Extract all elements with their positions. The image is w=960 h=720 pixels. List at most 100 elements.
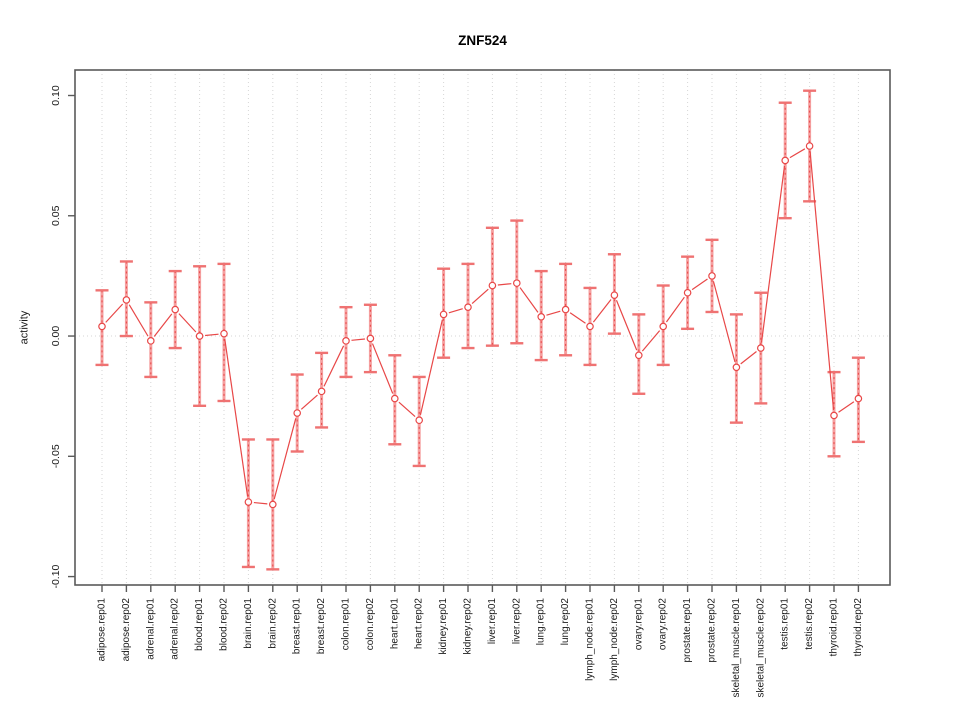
series-segment [615,300,638,351]
data-point [171,305,180,314]
data-point [512,279,521,287]
x-tick-label: colon.rep02 [365,598,376,651]
x-tick-label: heart.rep01 [389,598,400,650]
x-tick-label: ovary.rep02 [658,598,669,651]
series-segment [471,288,489,304]
x-tick-label: thyroid.rep01 [829,598,840,657]
chart-title: ZNF524 [458,33,507,48]
x-tick-label: liver.rep02 [511,598,522,645]
series-segment [691,278,708,291]
series-segment [419,319,443,416]
data-point [317,387,326,396]
series-segment [128,304,149,337]
x-tick-label: heart.rep02 [414,598,425,650]
series-segment [448,308,463,314]
x-tick-label: prostate.rep02 [707,598,718,663]
series-segment [224,338,249,497]
data-point [805,142,814,150]
series-segment [398,401,416,418]
series-segment [178,313,197,333]
series-segment [153,313,173,337]
x-tick-label: ovary.rep01 [633,598,644,651]
data-point [537,312,546,321]
data-point [464,303,472,311]
data-point [220,329,228,338]
x-tick-label: breast.rep02 [316,598,327,655]
data-point [98,322,106,331]
series-segment [740,351,757,365]
x-tick-label: adrenal.rep01 [145,598,156,660]
data-point [195,332,204,340]
x-tick-label: blood.rep01 [194,598,205,651]
x-tick-label: lung.rep01 [536,598,547,646]
series-segment [546,310,561,316]
data-point [439,310,448,319]
data-point [415,416,424,425]
series-segment [665,296,685,323]
x-tick-label: thyroid.rep02 [853,598,864,657]
x-tick-label: liver.rep01 [487,598,498,645]
x-tick-label: lung.rep02 [560,598,571,646]
series-segment [205,333,219,337]
series-segment [519,287,539,313]
series-segment [323,345,345,387]
y-tick-label: 0.05 [50,205,62,226]
data-point [732,363,741,372]
x-tick-label: skeletal_muscle.rep01 [731,598,742,698]
series-segment [789,148,806,159]
series-segment [641,330,661,352]
series-segment [371,343,394,394]
y-tick-label: -0.10 [50,564,62,588]
x-tick-label: colon.rep01 [341,598,352,651]
data-point [830,411,838,420]
data-point [268,500,277,509]
data-point [659,322,668,331]
x-tick-label: lymph_node.rep01 [585,598,596,681]
x-tick-label: breast.rep01 [292,598,303,655]
data-point [586,322,594,331]
data-point [854,394,863,403]
series-segment [838,401,855,413]
data-point [756,344,765,352]
series-segment [273,418,297,500]
series-segment [809,151,835,410]
x-tick-label: testis.rep02 [804,598,815,650]
series-segment [569,312,586,324]
data-point [122,296,131,304]
x-tick-label: brain.rep01 [243,598,254,649]
series-segment [592,299,612,323]
data-point [634,351,643,360]
series-segment [300,394,318,410]
plot-box [74,69,891,586]
x-tick-label: adipose.rep02 [121,598,132,662]
y-tick-label: 0.00 [50,326,62,347]
series-segment [760,165,786,343]
data-point [293,409,302,417]
x-tick-label: kidney.rep02 [463,598,474,655]
x-tick-label: kidney.rep01 [438,598,449,655]
data-point [683,288,692,297]
x-tick-label: lymph_node.rep02 [609,598,620,681]
x-tick-label: adrenal.rep02 [170,598,181,660]
data-point [366,334,375,343]
x-tick-label: prostate.rep01 [682,598,693,663]
series-segment [712,281,736,363]
data-point [561,305,570,314]
y-tick-label: 0.10 [50,85,62,106]
data-point [488,281,497,290]
series-segment [497,283,512,286]
x-tick-label: adipose.rep01 [97,598,108,662]
data-point [390,394,399,403]
data-point [342,337,350,345]
series-segment [253,501,268,505]
series-segment [351,338,365,341]
data-point [147,337,155,345]
x-tick-label: brain.rep02 [267,598,278,649]
data-point [610,291,619,299]
x-tick-label: blood.rep02 [219,598,230,651]
y-tick-label: -0.05 [50,444,62,468]
data-point [244,498,253,506]
x-tick-label: testis.rep01 [780,598,791,650]
